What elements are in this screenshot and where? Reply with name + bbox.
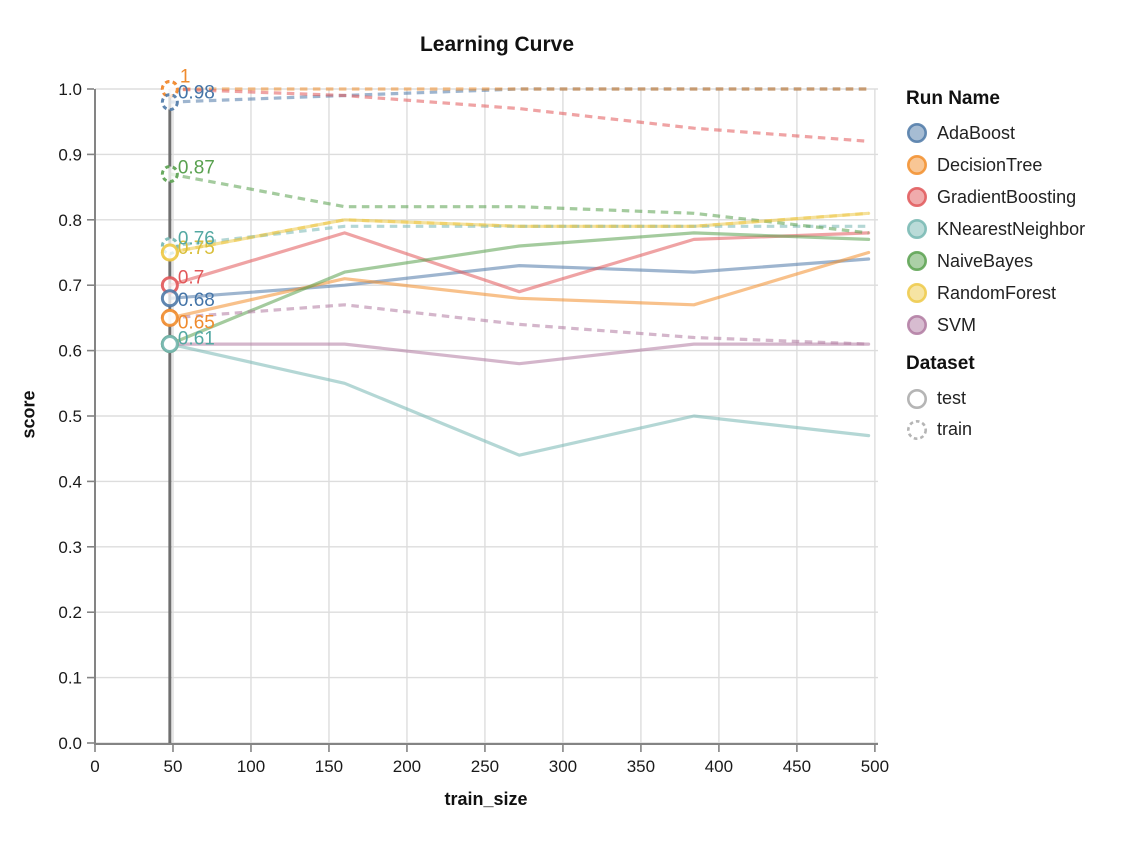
legend-item-label: test (937, 388, 967, 408)
legend-item-label: AdaBoost (937, 122, 1016, 143)
marker-DecisionTree-train (160, 80, 179, 98)
marker-KNearestNeighbor-test (160, 335, 179, 354)
legend-item-label: DecisionTree (937, 154, 1043, 175)
legend-item-label: NaiveBayes (937, 250, 1034, 271)
series-line-AdaBoost-test (168, 257, 871, 300)
legend-dataset-items: test train (906, 383, 1134, 445)
y-tick-label: 0.0 (58, 734, 82, 753)
x-tick-label: 350 (627, 757, 655, 776)
y-tick-label: 1.0 (58, 80, 82, 99)
legend-item-randomforest[interactable]: RandomForest (906, 277, 1134, 309)
x-tick-label: 450 (783, 757, 811, 776)
x-tick-label: 50 (164, 757, 183, 776)
point-label-0.7: 0.7 (178, 268, 204, 289)
adaboost-swatch-icon (907, 123, 927, 143)
y-tick-label: 0.9 (58, 145, 82, 164)
marker-NaiveBayes-train (160, 165, 179, 184)
x-tick-label: 300 (549, 757, 577, 776)
series-lines (168, 87, 871, 457)
y-tick-label: 0.6 (58, 342, 82, 361)
series-line-NaiveBayes-test (168, 231, 871, 346)
marker-AdaBoost-test (160, 289, 179, 308)
x-tick-label: 100 (237, 757, 265, 776)
x-tick-label: 200 (393, 757, 421, 776)
naivebayes-swatch-icon (907, 251, 927, 271)
y-axis-label: score (18, 390, 39, 439)
x-tick-label: 150 (315, 757, 343, 776)
series-line-SVM-train (169, 303, 869, 346)
x-tick-label: 400 (705, 757, 733, 776)
train-marker-icon (907, 419, 927, 440)
axes: 0 50 100 150 200 250 300 350 400 450 500 0.0 0.1 0.2 0… (58, 80, 889, 776)
first-point-markers (160, 80, 179, 354)
point-label-0.68: 0.68 (178, 290, 215, 311)
svm-swatch-icon (907, 315, 927, 335)
series-line-SVM-test (168, 342, 871, 366)
marker-AdaBoost-train (160, 93, 179, 112)
x-tick-label: 500 (861, 757, 889, 776)
legend-item-decisiontree[interactable]: DecisionTree (906, 149, 1134, 181)
legend-item-test[interactable]: test (906, 383, 1134, 414)
legend-item-naivebayes[interactable]: NaiveBayes (906, 245, 1134, 277)
series-line-RandomForest-train (169, 211, 869, 255)
y-tick-label: 0.5 (58, 407, 82, 426)
series-line-GradientBoosting-test (168, 231, 871, 294)
x-tick-label: 0 (90, 757, 99, 776)
series-line-NaiveBayes-train (169, 172, 869, 235)
legend-title-dataset: Dataset (906, 353, 975, 374)
test-marker-icon (907, 388, 927, 409)
point-label-0.76: 0.76 (178, 228, 215, 249)
legend-item-label: KNearestNeighbor (937, 218, 1086, 239)
series-line-AdaBoost-train (169, 87, 869, 104)
legend-item-gradientboosting[interactable]: GradientBoosting (906, 181, 1134, 213)
gridlines (94, 88, 878, 744)
randomforest-swatch-icon (907, 283, 927, 303)
decisiontree-swatch-icon (907, 155, 927, 175)
legend-item-label: train (937, 419, 973, 439)
point-label-0.61: 0.61 (178, 329, 215, 350)
y-tick-label: 0.8 (58, 211, 82, 230)
legend-run-items: AdaBoost DecisionTree GradientBoosting KNea… (906, 117, 1134, 341)
y-tick-label: 0.7 (58, 276, 82, 295)
y-tick-label: 0.1 (58, 669, 82, 688)
series-line-KNearestNeighbor-test (168, 342, 871, 457)
series-line-DecisionTree-test (168, 250, 871, 320)
legend-item-svm[interactable]: SVM (906, 309, 1134, 341)
y-tick-label: 0.3 (58, 538, 82, 557)
legend-item-label: RandomForest (937, 282, 1057, 303)
y-tick-label: 0.4 (58, 472, 82, 491)
point-label-0.65: 0.65 (178, 312, 215, 333)
point-label-0.75: 0.75 (178, 238, 215, 259)
legend-item-adaboost[interactable]: AdaBoost (906, 117, 1134, 149)
point-label-0.98: 0.98 (178, 83, 215, 104)
x-axis-label: train_size (444, 789, 528, 809)
point-label-1: 1 (180, 67, 191, 88)
point-labels: 10.98 0.87 0.750.76 0.70.680.650.61 (178, 67, 215, 350)
y-tick-label: 0.2 (58, 603, 82, 622)
marker-RandomForest-test (160, 243, 179, 262)
marker-DecisionTree-test (160, 308, 179, 327)
knearestneighbor-swatch-icon (907, 219, 927, 239)
legend-title-run-name: Run Name (906, 88, 1000, 109)
x-tick-label: 250 (471, 757, 499, 776)
legend: Run Name AdaBoost DecisionTree GradientBoo… (906, 88, 1134, 445)
legend-item-label: SVM (937, 314, 977, 335)
series-line-KNearestNeighbor-train (169, 224, 869, 248)
chart-title: Learning Curve (419, 33, 575, 56)
legend-item-train[interactable]: train (906, 414, 1134, 445)
gradientboosting-swatch-icon (907, 187, 927, 207)
legend-item-knearestneighbor[interactable]: KNearestNeighbor (906, 213, 1134, 245)
legend-item-label: GradientBoosting (937, 186, 1077, 207)
point-label-0.87: 0.87 (178, 158, 215, 179)
